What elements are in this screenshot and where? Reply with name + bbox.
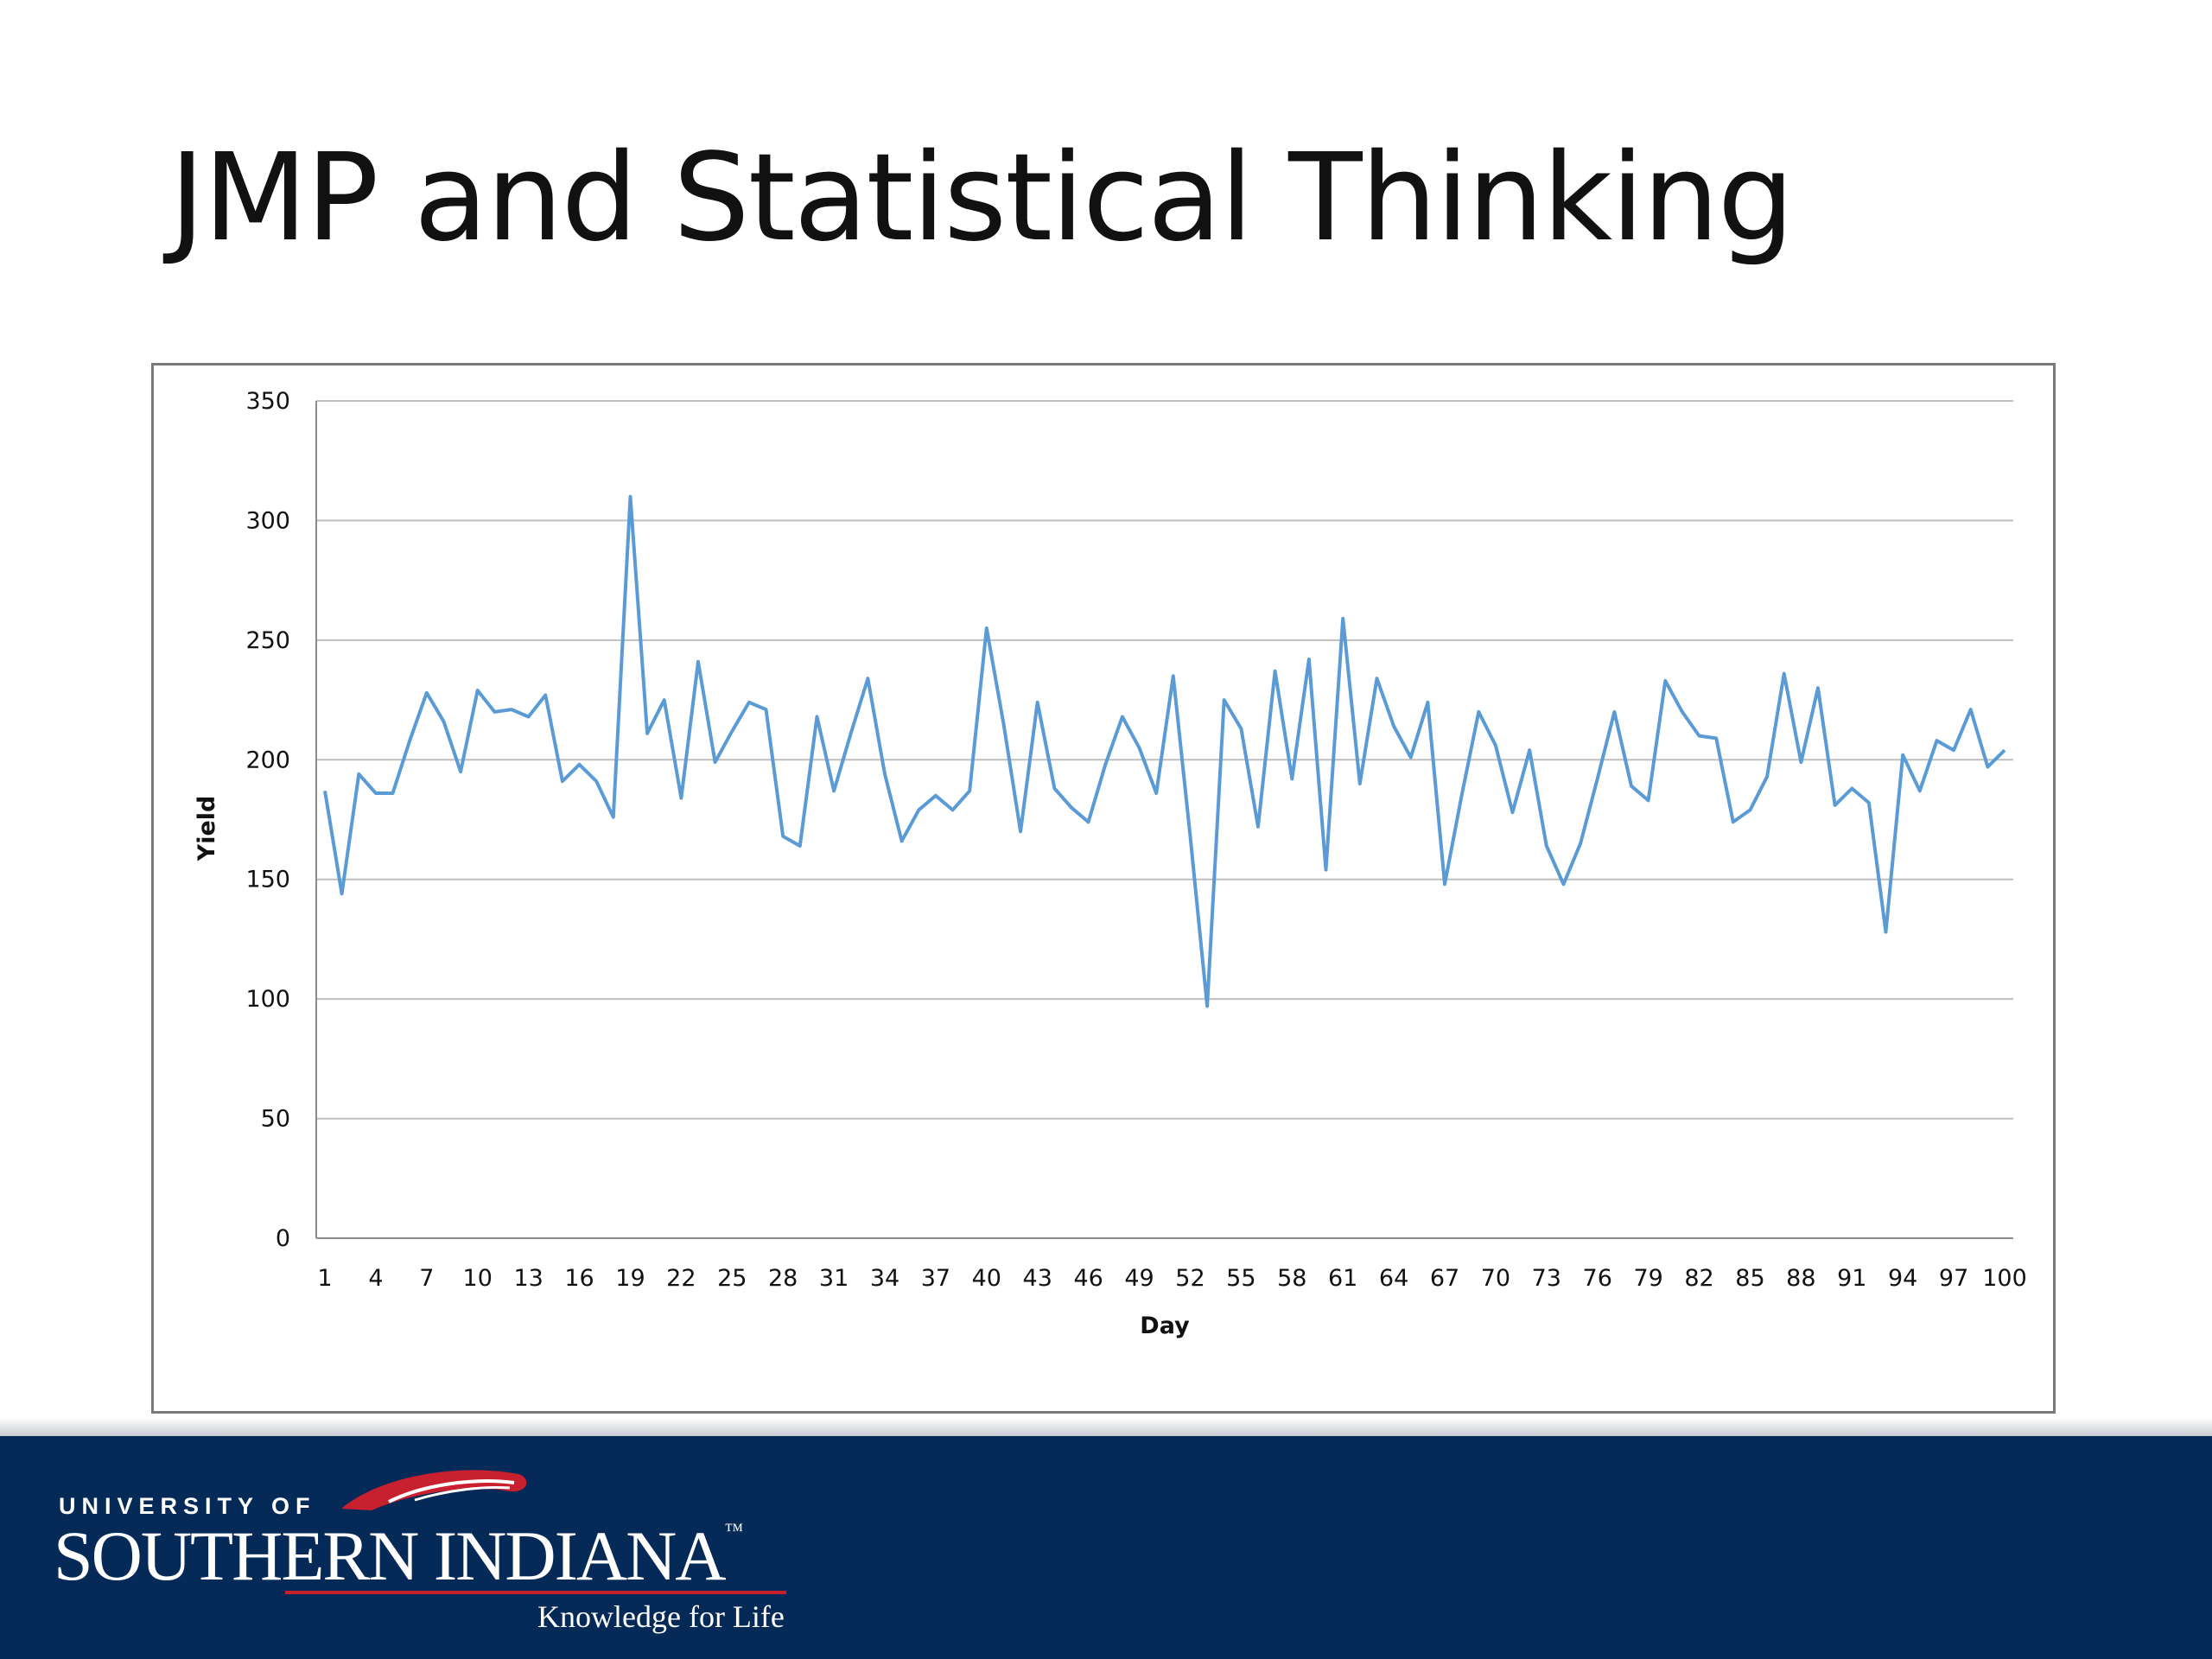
x-tick-label: 91	[1837, 1265, 1866, 1292]
x-tick-label: 49	[1124, 1265, 1154, 1292]
x-tick-label: 85	[1735, 1265, 1764, 1292]
x-tick-label: 61	[1328, 1265, 1357, 1292]
x-tick-label: 43	[1023, 1265, 1052, 1292]
y-tick-label: 300	[245, 507, 290, 534]
y-tick-label: 150	[245, 867, 290, 893]
x-tick-label: 97	[1939, 1265, 1968, 1292]
x-axis-title: Day	[1140, 1313, 1190, 1339]
x-tick-label: 70	[1481, 1265, 1510, 1292]
x-tick-label: 28	[768, 1265, 798, 1292]
y-tick-label: 0	[276, 1225, 290, 1252]
x-tick-label: 13	[513, 1265, 543, 1292]
x-tick-label: 4	[368, 1265, 383, 1292]
y-tick-label: 200	[245, 747, 290, 773]
flame-swoosh-icon	[341, 1470, 527, 1510]
footer-banner: UNIVERSITY OF SOUTHERN INDIANA™ Knowledg…	[0, 1436, 2212, 1659]
x-tick-label: 16	[564, 1265, 594, 1292]
y-tick-label: 350	[245, 388, 290, 415]
x-tick-label: 19	[615, 1265, 645, 1292]
x-tick-label: 55	[1226, 1265, 1255, 1292]
logo-trademark: ™	[724, 1519, 744, 1541]
x-tick-label: 46	[1073, 1265, 1103, 1292]
x-tick-label: 31	[819, 1265, 849, 1292]
logo-tagline: Knowledge for Life	[537, 1599, 785, 1634]
logo-underline	[285, 1591, 786, 1594]
x-tick-label: 64	[1379, 1265, 1408, 1292]
x-tick-label: 40	[972, 1265, 1001, 1292]
x-tick-label: 88	[1786, 1265, 1815, 1292]
footer-shadow	[0, 1417, 2212, 1436]
x-tick-label: 67	[1430, 1265, 1459, 1292]
x-tick-label: 1	[317, 1265, 332, 1292]
y-tick-label: 50	[261, 1106, 290, 1133]
x-tick-label: 37	[921, 1265, 950, 1292]
logo-wordmark: SOUTHERN INDIANA™	[54, 1519, 744, 1592]
y-axis-title: Yield	[194, 796, 220, 862]
y-tick-label: 250	[245, 627, 290, 654]
x-tick-label: 76	[1583, 1265, 1612, 1292]
x-tick-label: 22	[666, 1265, 696, 1292]
x-tick-label: 100	[1982, 1265, 2027, 1292]
yield-line-chart: 0 50 100 150 200 250 300 350 1 4 7 10 13 16 19 22 25 28 31…	[194, 388, 2027, 1339]
chart-frame: 0 50 100 150 200 250 300 350 1 4 7 10 13 16 19 22 25 28 31…	[151, 363, 2056, 1414]
x-tick-label: 79	[1633, 1265, 1662, 1292]
x-tick-label: 25	[717, 1265, 747, 1292]
x-tick-label: 82	[1684, 1265, 1713, 1292]
x-tick-label: 10	[463, 1265, 493, 1292]
x-tick-label: 7	[419, 1265, 434, 1292]
series-line-yield	[323, 494, 2006, 1008]
y-tick-label: 100	[245, 986, 290, 1013]
x-tick-label: 73	[1532, 1265, 1561, 1292]
logo-top-line: UNIVERSITY OF	[59, 1493, 316, 1519]
x-tick-label: 52	[1175, 1265, 1205, 1292]
logo-name: SOUTHERN INDIANA	[54, 1516, 727, 1595]
x-tick-label: 34	[870, 1265, 899, 1292]
x-tick-label: 58	[1277, 1265, 1306, 1292]
slide-title: JMP and Statistical Thinking	[169, 128, 1795, 269]
x-tick-label: 94	[1888, 1265, 1917, 1292]
